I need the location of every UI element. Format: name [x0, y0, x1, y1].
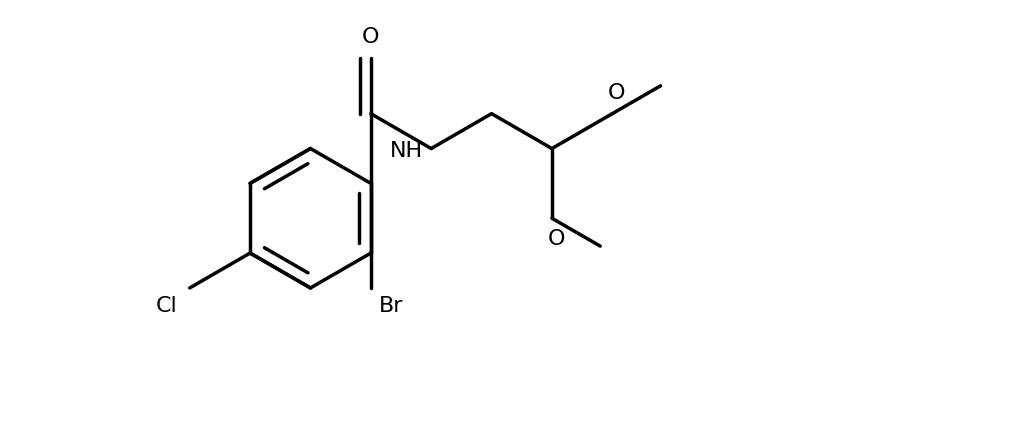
Text: Br: Br [380, 296, 404, 316]
Text: O: O [607, 83, 625, 103]
Text: Cl: Cl [155, 296, 177, 316]
Text: O: O [362, 27, 380, 48]
Text: NH: NH [390, 141, 423, 160]
Text: O: O [548, 229, 565, 249]
